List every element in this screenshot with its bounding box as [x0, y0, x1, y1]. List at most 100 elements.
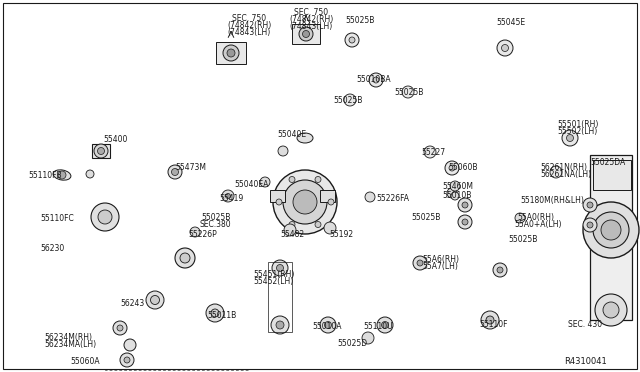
Circle shape [583, 202, 639, 258]
Circle shape [117, 325, 123, 331]
Text: 55040EA: 55040EA [234, 180, 268, 189]
Circle shape [515, 213, 525, 223]
Bar [590, 155, 632, 320]
Circle shape [293, 190, 317, 214]
Circle shape [211, 309, 219, 317]
Text: 55110FB: 55110FB [28, 171, 61, 180]
Text: 55A7(LH): 55A7(LH) [422, 262, 458, 271]
Circle shape [320, 317, 336, 333]
Text: 55010A: 55010A [312, 322, 342, 331]
Text: (74842(RH): (74842(RH) [289, 15, 333, 24]
Circle shape [303, 31, 310, 38]
Circle shape [497, 40, 513, 56]
Text: 55045E: 55045E [496, 18, 525, 27]
Text: (74843(LH): (74843(LH) [227, 28, 270, 37]
Text: 55A0+A(LH): 55A0+A(LH) [514, 220, 561, 229]
Circle shape [583, 218, 597, 232]
Circle shape [124, 357, 130, 363]
Text: 55025B: 55025B [394, 88, 424, 97]
Circle shape [458, 215, 472, 229]
Circle shape [172, 169, 179, 176]
Circle shape [315, 221, 321, 228]
Circle shape [146, 291, 164, 309]
Circle shape [272, 260, 288, 276]
Text: 55060B: 55060B [448, 163, 477, 172]
Bar [268, 262, 292, 332]
Circle shape [369, 73, 383, 87]
Circle shape [271, 316, 289, 334]
Circle shape [402, 86, 414, 98]
Text: 55A6(RH): 55A6(RH) [422, 255, 459, 264]
Circle shape [180, 253, 190, 263]
Text: 55025DA: 55025DA [590, 158, 625, 167]
Circle shape [150, 295, 159, 305]
Text: 55010B: 55010B [442, 191, 472, 200]
Text: SEC. 750: SEC. 750 [294, 8, 328, 17]
Circle shape [362, 332, 374, 344]
Text: 55400: 55400 [103, 135, 127, 144]
Text: 56230: 56230 [40, 244, 64, 253]
Text: 55011B: 55011B [207, 311, 236, 320]
Circle shape [276, 321, 284, 329]
Circle shape [278, 146, 288, 156]
Text: 56243: 56243 [120, 299, 144, 308]
Text: 55060A: 55060A [70, 357, 100, 366]
Circle shape [120, 353, 134, 367]
Circle shape [450, 181, 460, 191]
Circle shape [587, 202, 593, 208]
Circle shape [91, 203, 119, 231]
Text: 55110U: 55110U [363, 322, 392, 331]
Text: 55025B: 55025B [345, 16, 374, 25]
Circle shape [283, 180, 327, 224]
Circle shape [377, 317, 393, 333]
Text: 55501(RH): 55501(RH) [557, 120, 598, 129]
Circle shape [447, 188, 457, 198]
Circle shape [222, 190, 234, 202]
Text: 55192: 55192 [329, 230, 353, 239]
Circle shape [373, 77, 379, 83]
Bar [92, 144, 110, 158]
Text: SEC. 750: SEC. 750 [232, 14, 266, 23]
Circle shape [328, 199, 334, 205]
Circle shape [284, 224, 296, 236]
Circle shape [206, 304, 224, 322]
Text: 55226P: 55226P [188, 230, 217, 239]
Text: 55419: 55419 [219, 194, 243, 203]
Text: 55025B: 55025B [411, 213, 440, 222]
Circle shape [445, 161, 459, 175]
Circle shape [223, 45, 239, 61]
Circle shape [225, 193, 230, 199]
Circle shape [289, 176, 295, 183]
Text: 55460M: 55460M [442, 182, 473, 191]
Text: 55040E: 55040E [277, 130, 306, 139]
Circle shape [273, 170, 337, 234]
Circle shape [168, 165, 182, 179]
Circle shape [175, 248, 195, 268]
Text: 55010BA: 55010BA [356, 75, 390, 84]
Circle shape [324, 321, 332, 328]
Circle shape [58, 171, 66, 179]
Circle shape [497, 267, 503, 273]
Text: 55025B: 55025B [333, 96, 362, 105]
Text: 55110FC: 55110FC [40, 214, 74, 223]
Circle shape [424, 146, 436, 158]
Circle shape [190, 227, 200, 237]
Text: (74842(RH): (74842(RH) [227, 21, 271, 30]
Circle shape [417, 260, 423, 266]
Circle shape [462, 219, 468, 225]
Circle shape [276, 264, 284, 272]
Text: 56234MA(LH): 56234MA(LH) [44, 340, 96, 349]
Text: 55A0(RH): 55A0(RH) [517, 213, 554, 222]
Circle shape [481, 311, 499, 329]
Text: 55451(RH): 55451(RH) [253, 270, 294, 279]
Text: 56234M(RH): 56234M(RH) [44, 333, 92, 342]
Circle shape [583, 198, 597, 212]
Text: 56261N(RH): 56261N(RH) [540, 163, 587, 172]
Circle shape [345, 33, 359, 47]
Circle shape [449, 165, 455, 171]
Circle shape [595, 294, 627, 326]
Circle shape [458, 198, 472, 212]
Text: 55025D: 55025D [337, 339, 367, 348]
Text: 55227: 55227 [421, 148, 445, 157]
Circle shape [601, 220, 621, 240]
